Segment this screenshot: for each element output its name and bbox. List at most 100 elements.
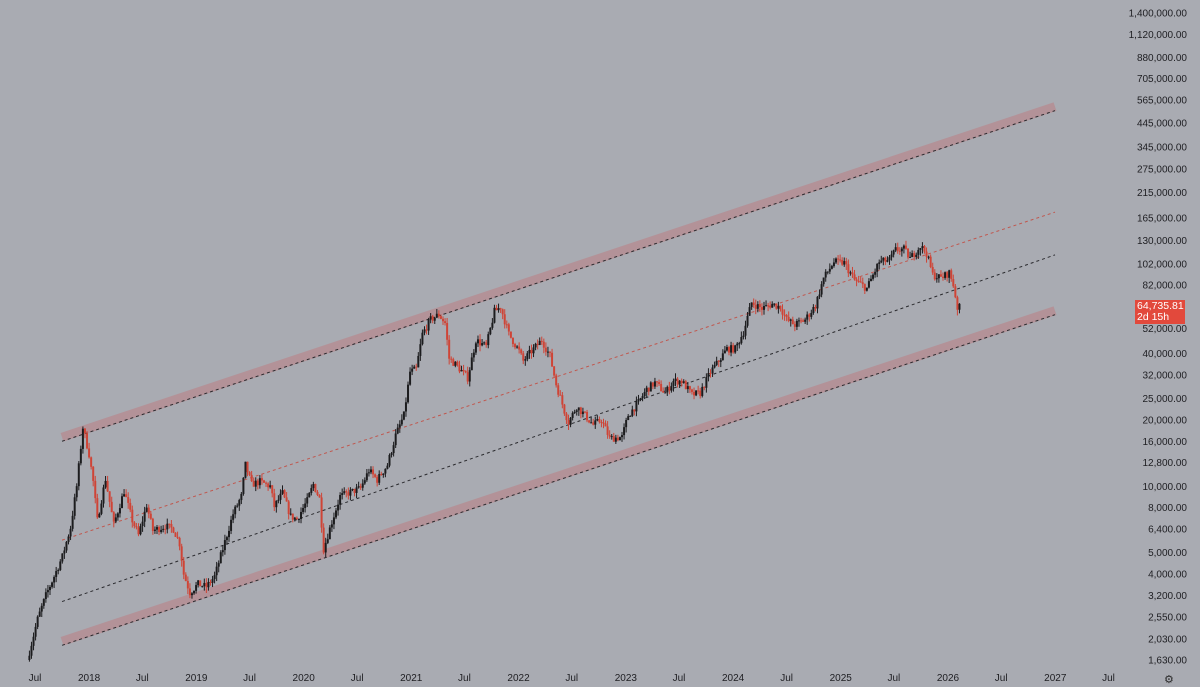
candle-body	[509, 331, 512, 338]
y-tick-label: 32,000.00	[1143, 370, 1188, 381]
candle-body	[826, 271, 829, 273]
candle-body	[65, 541, 68, 551]
candle-body	[201, 586, 204, 588]
candle-body	[143, 511, 146, 522]
candle-body	[491, 322, 494, 328]
candle-body	[476, 339, 479, 344]
lower-channel-band	[60, 306, 1057, 646]
candle-body	[234, 506, 237, 515]
candle-body	[878, 262, 881, 265]
candle-body	[843, 261, 846, 265]
candle-body	[452, 359, 455, 366]
candle-body	[954, 286, 957, 298]
candle-body	[262, 480, 265, 483]
candle-body	[100, 503, 103, 514]
candle-body	[86, 433, 89, 449]
candle-body	[219, 552, 222, 564]
candle-body	[767, 305, 770, 307]
candle-body	[328, 527, 331, 540]
candle-body	[579, 407, 582, 415]
candle-body	[551, 352, 554, 367]
candle-body	[398, 424, 401, 428]
candle-body	[343, 491, 346, 494]
candle-body	[291, 513, 294, 520]
candle-body	[670, 385, 673, 391]
candle-body	[493, 307, 496, 323]
candle-body	[361, 483, 364, 488]
candle-body	[937, 274, 940, 279]
candle-body	[832, 262, 835, 267]
candle-body	[800, 320, 803, 322]
candle-body	[392, 445, 395, 454]
candle-body	[256, 480, 259, 486]
candle-body	[721, 353, 724, 361]
candle-body	[621, 435, 624, 438]
candle-body	[98, 513, 101, 518]
candle-body	[184, 574, 187, 581]
y-tick-label: 12,800.00	[1143, 458, 1188, 469]
candle-body	[468, 370, 471, 382]
candle-body	[355, 487, 358, 493]
y-tick-label: 275,000.00	[1137, 164, 1187, 175]
candle-body	[46, 590, 49, 593]
candle-body	[472, 352, 475, 358]
candle-body	[180, 546, 183, 561]
candle-body	[347, 492, 350, 496]
candle-body	[791, 319, 794, 325]
candle-body	[666, 386, 669, 393]
candle-body	[546, 351, 549, 353]
candle-body	[874, 271, 877, 275]
candle-body	[575, 410, 578, 412]
candle-body	[260, 478, 263, 481]
candle-body	[489, 327, 492, 335]
candle-body	[929, 256, 932, 268]
candle-body	[48, 586, 51, 591]
candle-body	[151, 518, 154, 531]
candle-body	[588, 420, 591, 423]
candle-body	[785, 315, 788, 317]
candle-body	[682, 381, 685, 384]
x-tick-label: Jul	[136, 673, 149, 684]
gear-icon[interactable]: ⚙	[1164, 674, 1174, 686]
candle-body	[285, 497, 288, 502]
candle-body	[917, 249, 920, 255]
candle-body	[841, 260, 844, 265]
candle-body	[569, 417, 572, 425]
candle-body	[563, 404, 566, 414]
candle-body	[771, 303, 774, 308]
candle-body	[67, 536, 70, 542]
candle-body	[411, 368, 414, 372]
candle-body	[349, 489, 352, 496]
candle-body	[760, 307, 763, 310]
candle-body	[573, 411, 576, 413]
candle-body	[499, 308, 502, 310]
candle-body	[283, 490, 286, 498]
current-price-tag: 64,735.81 2d 15h	[1135, 300, 1185, 324]
candle-body	[773, 303, 776, 305]
candle-body	[530, 349, 533, 354]
candle-body	[495, 307, 498, 311]
candle-body	[540, 340, 543, 342]
candle-body	[172, 527, 175, 533]
candle-body	[793, 324, 796, 327]
candle-body	[244, 461, 247, 478]
candle-body	[641, 396, 644, 399]
candle-body	[544, 347, 547, 352]
candle-body	[516, 346, 519, 348]
x-tick-label: 2027	[1044, 673, 1067, 684]
candle-body	[511, 337, 514, 345]
candle-body	[503, 314, 506, 325]
candle-body	[635, 401, 638, 412]
candle-body	[748, 307, 751, 316]
candle-body	[958, 303, 961, 310]
candle-body	[341, 493, 344, 496]
candle-body	[170, 524, 173, 528]
candle-body	[839, 259, 842, 261]
candle-body	[279, 493, 282, 500]
candle-body	[44, 592, 47, 599]
candle-body	[728, 347, 731, 353]
bar-countdown-label: 2d 15h	[1137, 311, 1170, 323]
candle-body	[242, 477, 245, 494]
candle-body	[384, 468, 387, 474]
